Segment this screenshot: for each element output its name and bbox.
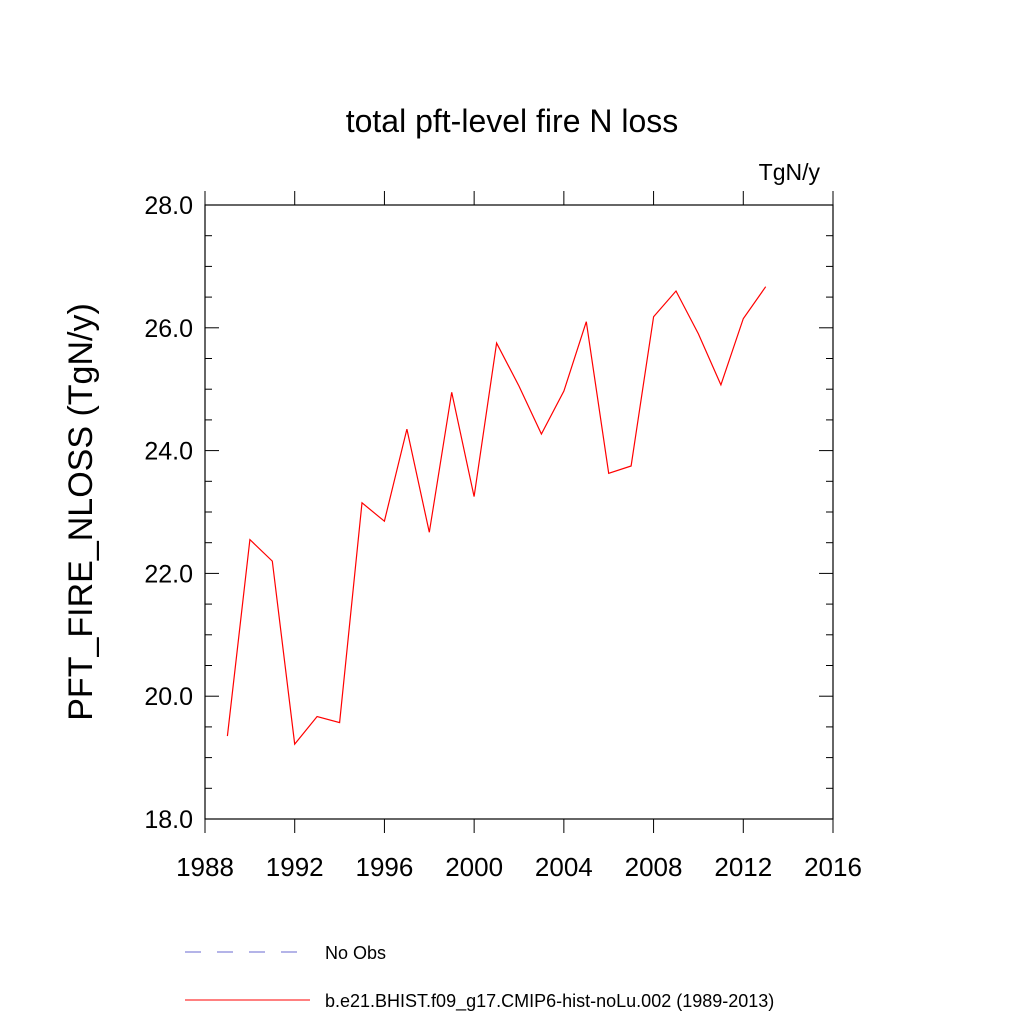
- x-tick-label: 2016: [804, 852, 862, 882]
- x-tick-label: 2008: [625, 852, 683, 882]
- x-tick-label: 1996: [356, 852, 414, 882]
- x-tick-label: 2000: [445, 852, 503, 882]
- units-label: TgN/y: [759, 159, 821, 185]
- tick-labels: 1988 1992 1996 2000 2004 2008 2012 2016 18.0 20.0…: [144, 192, 862, 882]
- plot-frame: [204, 204, 834, 820]
- x-tick-label: 1992: [266, 852, 324, 882]
- y-tick-label: 28.0: [144, 192, 193, 220]
- y-tick-label: 22.0: [144, 560, 193, 588]
- legend-label: b.e21.BHIST.f09_g17.CMIP6-hist-noLu.002 …: [325, 991, 774, 1012]
- axis-ticks: [204, 191, 834, 833]
- y-axis-label: PFT_FIRE_NLOSS (TgN/y): [62, 303, 100, 721]
- chart-title: total pft-level fire N loss: [346, 103, 679, 139]
- plot-lines: [226, 286, 767, 746]
- x-tick-label: 2012: [714, 852, 772, 882]
- x-tick-label: 2004: [535, 852, 593, 882]
- y-tick-label: 26.0: [144, 315, 193, 343]
- y-tick-label: 24.0: [144, 438, 193, 466]
- series-line: [226, 286, 767, 746]
- y-tick-label: 18.0: [144, 806, 193, 834]
- y-tick-label: 20.0: [144, 683, 193, 711]
- legend: No Obs b.e21.BHIST.f09_g17.CMIP6-hist-noL…: [185, 943, 774, 1012]
- x-tick-label: 1988: [176, 852, 234, 882]
- legend-label: No Obs: [325, 943, 386, 963]
